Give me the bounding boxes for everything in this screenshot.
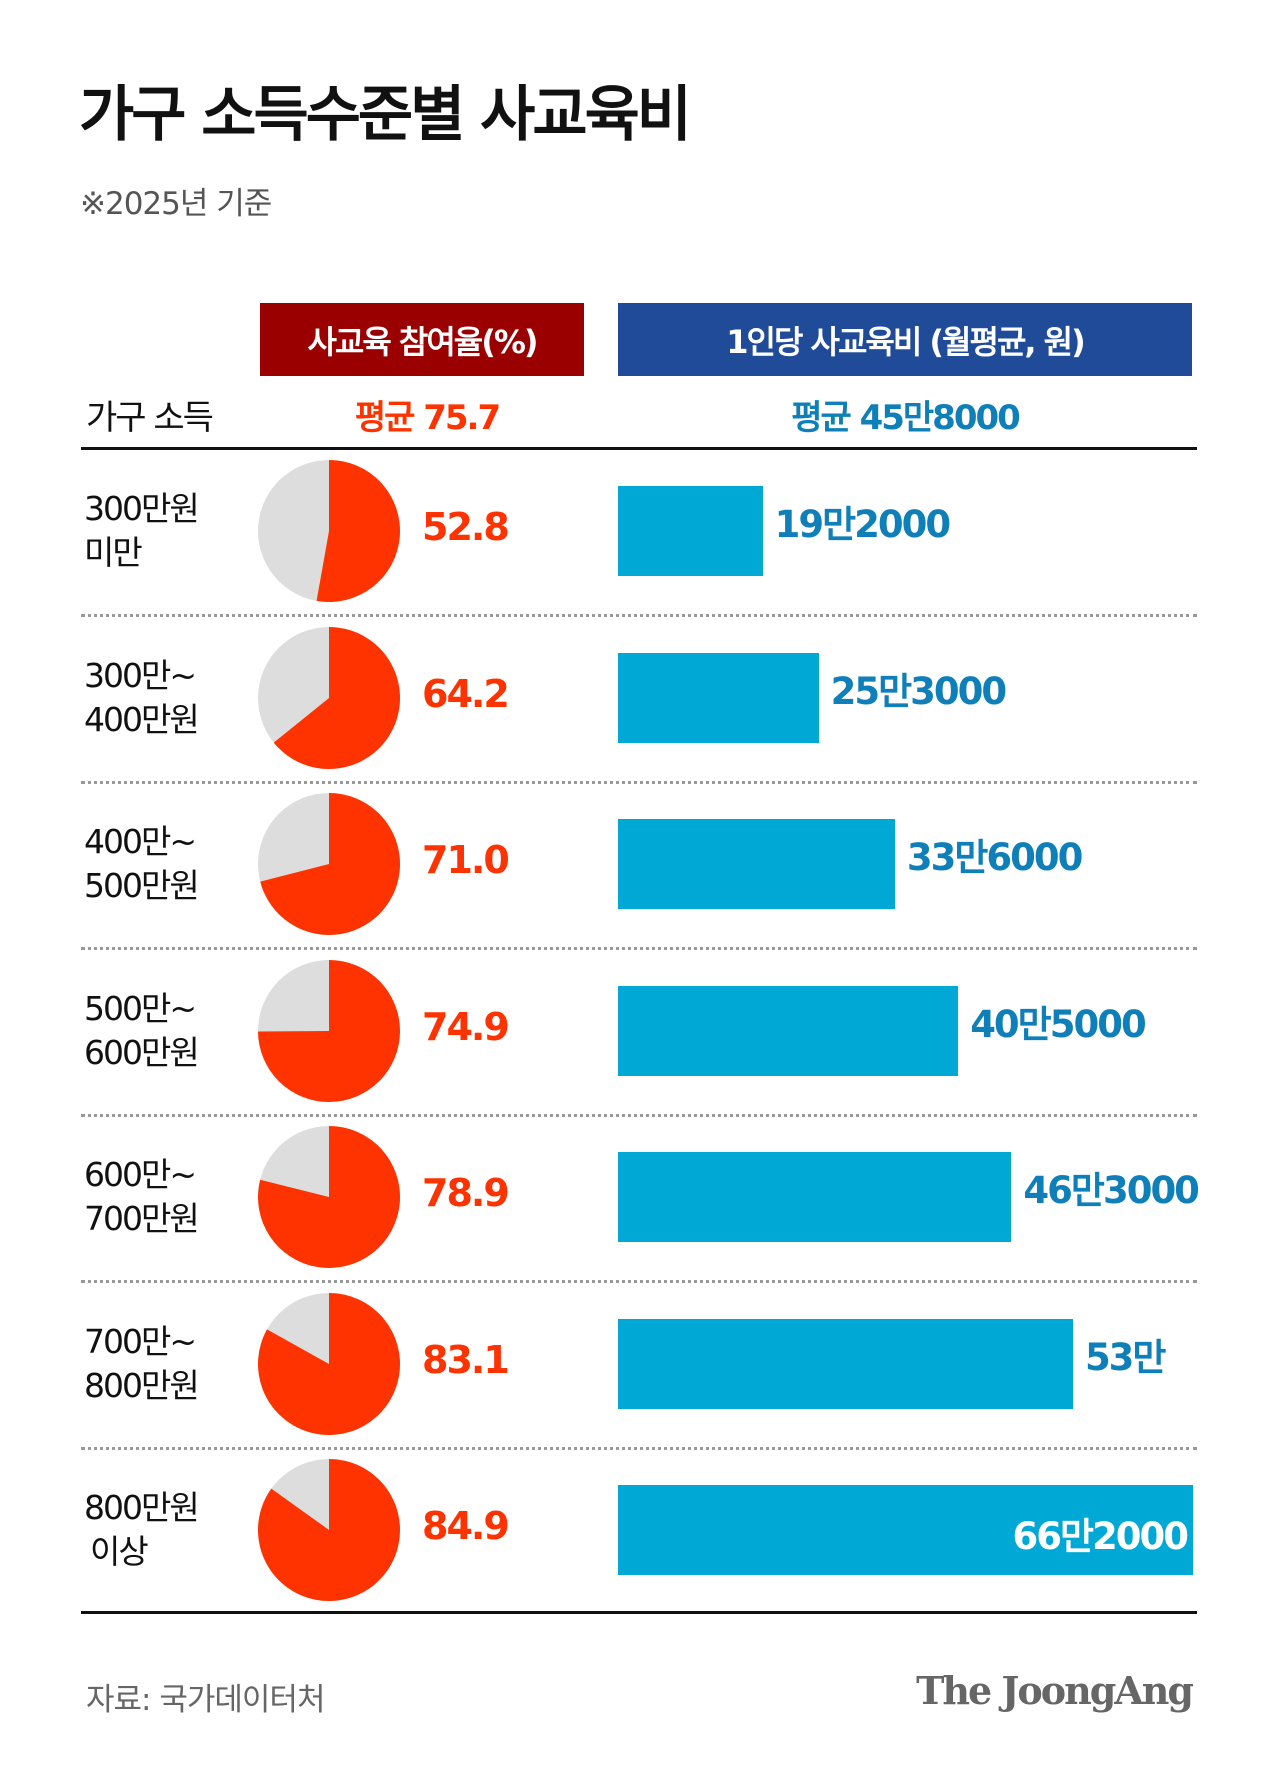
participation-value: 84.9	[422, 1504, 510, 1548]
row-label: 400만~ 500만원	[84, 820, 200, 908]
participation-average: 평균 75.7	[354, 398, 501, 438]
income-header: 가구 소득	[86, 398, 214, 438]
row-label: 700만~ 800만원	[84, 1320, 200, 1408]
row-label-line: 300만~	[84, 655, 197, 695]
bottom-rule	[81, 1611, 1197, 1614]
cost-bar	[618, 486, 763, 576]
cost-value: 66만2000	[1012, 1515, 1189, 1558]
participation-value: 52.8	[422, 505, 510, 549]
row-label: 300만~ 400만원	[84, 654, 200, 742]
pie-chart	[258, 1459, 400, 1601]
cost-bar	[618, 1318, 1073, 1409]
source-note: 자료: 국가데이터처	[86, 1682, 325, 1718]
row-label-line: 300만원	[84, 489, 200, 528]
cost-bar	[618, 1152, 1012, 1242]
row-divider	[81, 947, 1197, 950]
row-label-line: 이상	[90, 1532, 149, 1571]
pie-slice-participation	[260, 793, 400, 935]
cost-value: 40만5000	[970, 1002, 1147, 1046]
cost-value: 33만6000	[906, 836, 1084, 879]
participation-value: 64.2	[422, 671, 510, 716]
pie-slice-participation	[258, 1292, 400, 1435]
pie-slice-participation	[258, 1459, 400, 1601]
pie-chart	[258, 959, 400, 1102]
cost-value: 53만	[1084, 1335, 1167, 1379]
cost-average: 평균 45만8000	[791, 398, 1021, 438]
pie-chart	[258, 793, 400, 935]
row-divider	[81, 614, 1197, 617]
cost-header: 1인당 사교육비 (월평균, 원)	[618, 303, 1192, 376]
row-label-line: 500만~	[84, 988, 197, 1028]
page-title: 가구 소득수준별 사교육비	[79, 80, 692, 150]
row-label-line: 800만원	[84, 1488, 200, 1527]
top-rule	[81, 447, 1197, 450]
logo: The JoongAng	[916, 1668, 1194, 1713]
row-divider	[81, 1446, 1197, 1450]
row-label-line: 500만원	[84, 866, 200, 905]
row-label-line: 400만~	[84, 822, 197, 861]
participation-header: 사교육 참여율(%)	[260, 303, 584, 376]
cost-bar	[618, 1485, 1193, 1575]
row-label-line: 600만~	[84, 1155, 197, 1194]
pie-slice-participation	[258, 1126, 400, 1268]
row-divider	[81, 1280, 1197, 1283]
row-label-line: 400만원	[84, 699, 200, 739]
row-divider	[81, 1113, 1197, 1117]
pie-slice-participation	[273, 626, 400, 769]
participation-value: 74.9	[422, 1004, 510, 1049]
subtitle: ※2025년 기준	[80, 186, 272, 222]
row-label-line: 600만원	[84, 1032, 200, 1072]
cost-value: 46만3000	[1023, 1169, 1200, 1212]
pie-chart	[258, 626, 400, 769]
cost-bar	[618, 652, 819, 743]
row-divider	[81, 780, 1197, 784]
row-label-line: 미만	[84, 533, 143, 572]
participation-value: 78.9	[422, 1171, 510, 1215]
pie-slice-participation	[258, 959, 400, 1102]
pie-chart	[258, 460, 401, 602]
row-label-line: 700만~	[84, 1321, 197, 1361]
cost-value: 25만3000	[830, 669, 1008, 713]
participation-value: 71.0	[422, 838, 510, 882]
row-label: 500만~ 600만원	[84, 987, 200, 1075]
pie-slice-participation	[316, 460, 401, 602]
cost-bar	[618, 819, 895, 909]
cost-value: 19만2000	[774, 503, 952, 546]
row-label: 600만~ 700만원	[84, 1153, 200, 1241]
participation-value: 83.1	[422, 1337, 510, 1382]
row-label-line: 700만원	[84, 1199, 200, 1238]
pie-chart	[258, 1292, 400, 1435]
pie-chart	[258, 1126, 400, 1268]
row-label-line: 800만원	[84, 1365, 200, 1405]
cost-bar	[618, 985, 959, 1076]
